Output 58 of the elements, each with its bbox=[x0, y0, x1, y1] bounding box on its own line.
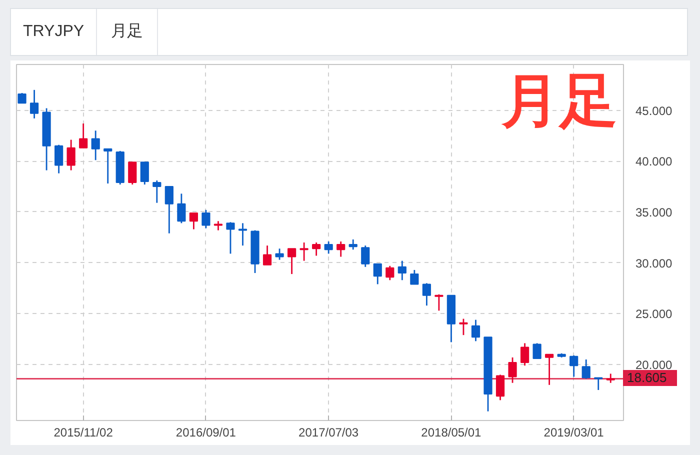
candlestick bbox=[606, 373, 615, 384]
candlestick bbox=[410, 269, 419, 285]
candlestick bbox=[545, 354, 554, 386]
y-tick-label: 35.000 bbox=[636, 205, 673, 220]
candlestick bbox=[582, 358, 590, 380]
candlestick bbox=[459, 318, 468, 336]
candlestick bbox=[300, 242, 308, 262]
candlestick bbox=[189, 212, 198, 230]
x-tick-label: 2017/07/03 bbox=[298, 426, 359, 440]
y-tick-label: 40.000 bbox=[636, 154, 673, 169]
candlestick bbox=[398, 260, 406, 281]
candlestick bbox=[30, 89, 39, 120]
candlestick bbox=[91, 130, 100, 161]
candlestick bbox=[361, 244, 370, 268]
y-tick-label: 20.000 bbox=[636, 358, 673, 372]
candlestick bbox=[18, 92, 26, 104]
ref-line-label: 18.605 bbox=[623, 370, 677, 386]
candlestick bbox=[152, 180, 162, 204]
candlestick bbox=[520, 342, 530, 366]
x-tick-label: 2019/03/01 bbox=[544, 426, 604, 440]
candlestick bbox=[104, 148, 112, 184]
candlestick bbox=[238, 222, 248, 246]
candlestick bbox=[214, 220, 223, 231]
candlestick bbox=[312, 242, 321, 256]
candlestick bbox=[287, 248, 296, 275]
candlestick bbox=[532, 342, 542, 360]
candlestick bbox=[336, 240, 346, 258]
candlestick bbox=[202, 209, 210, 229]
candlestick bbox=[434, 294, 444, 312]
candlestick bbox=[422, 282, 431, 306]
candlestick bbox=[373, 263, 382, 285]
candlestick bbox=[386, 265, 394, 281]
x-tick-label: 2018/05/01 bbox=[421, 426, 482, 440]
candlestick bbox=[570, 354, 578, 378]
candlestick bbox=[226, 221, 235, 254]
candlestick bbox=[508, 356, 517, 384]
x-tick-label: 2015/11/02 bbox=[54, 426, 114, 440]
candlestick bbox=[140, 161, 149, 186]
y-tick-label: 25.000 bbox=[636, 307, 673, 322]
chart-subtitle: 月足 bbox=[97, 9, 158, 55]
candlestick bbox=[471, 319, 480, 342]
annotation: 月足 bbox=[500, 68, 618, 134]
candlestick bbox=[128, 161, 137, 186]
candlestick bbox=[496, 374, 505, 401]
candlestick bbox=[177, 192, 186, 224]
candlestick bbox=[66, 139, 76, 171]
candlestick bbox=[324, 240, 333, 254]
candlestick bbox=[164, 186, 174, 234]
candlestick bbox=[79, 122, 88, 149]
x-tick-label: 2016/09/01 bbox=[176, 426, 236, 440]
candlestick bbox=[594, 377, 603, 391]
y-tick-label: 30.000 bbox=[636, 256, 673, 270]
candlestick bbox=[262, 244, 272, 266]
candlestick bbox=[348, 238, 358, 250]
candlestick bbox=[54, 144, 64, 174]
chart-title: TRYJPY bbox=[11, 9, 98, 55]
candlestick bbox=[275, 248, 284, 260]
y-tick-label: 45.000 bbox=[636, 104, 673, 118]
